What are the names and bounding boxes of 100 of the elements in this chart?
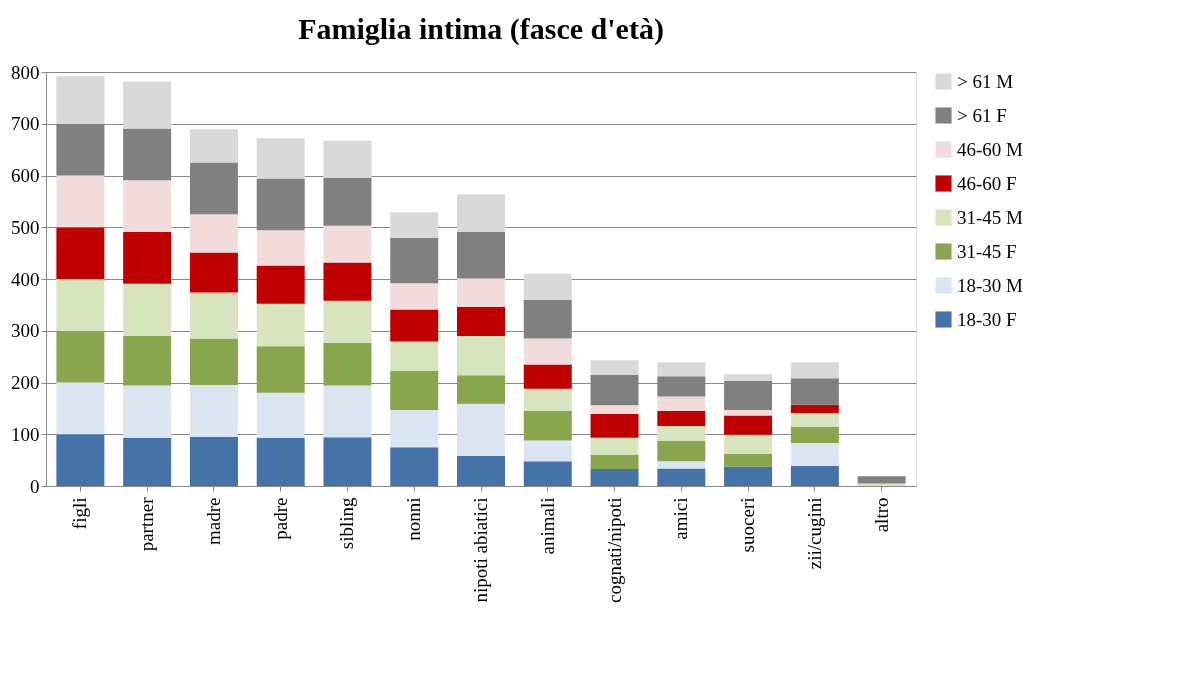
bar xyxy=(590,405,639,415)
bar xyxy=(256,138,305,179)
bar xyxy=(323,385,372,438)
legend-label: 31-45 F xyxy=(957,240,1017,262)
bar xyxy=(189,128,238,163)
legend-label: 18-30 M xyxy=(957,274,1024,296)
bar xyxy=(457,375,505,404)
bar xyxy=(590,360,639,375)
bar xyxy=(590,468,639,486)
legend-label: > 61 M xyxy=(957,70,1014,92)
legend-label: > 61 F xyxy=(957,104,1007,126)
bar xyxy=(189,252,238,293)
legend-label: 46-60 F xyxy=(957,172,1017,194)
bar xyxy=(657,425,706,441)
bar xyxy=(724,409,773,416)
bar xyxy=(123,81,172,129)
bar xyxy=(457,231,505,279)
bar xyxy=(390,409,439,448)
bar xyxy=(657,461,706,469)
bar xyxy=(256,437,305,486)
bar xyxy=(390,212,439,239)
y-tick-label: 600 xyxy=(11,165,40,186)
bar xyxy=(189,214,238,253)
bar xyxy=(457,194,505,232)
bar xyxy=(523,273,572,300)
bar xyxy=(56,434,105,486)
bar xyxy=(390,309,439,342)
bar xyxy=(590,414,639,438)
bar xyxy=(189,338,238,386)
bar xyxy=(657,396,706,411)
bar xyxy=(256,392,305,438)
bar xyxy=(256,265,305,304)
bar xyxy=(790,427,839,444)
bar xyxy=(657,468,706,486)
bar xyxy=(790,465,839,486)
bar xyxy=(323,140,372,179)
bar xyxy=(123,180,172,232)
legend-label: 46-60 M xyxy=(957,138,1024,160)
x-tick-label: sibling xyxy=(336,497,358,550)
x-tick-label: nipoti abiatici xyxy=(470,497,491,603)
bar xyxy=(56,279,105,331)
y-tick-label: 0 xyxy=(30,475,40,497)
bar xyxy=(123,335,172,386)
bar xyxy=(56,227,105,279)
bar xyxy=(724,453,773,467)
bar xyxy=(323,342,372,386)
bar xyxy=(457,455,505,486)
bar xyxy=(390,341,439,372)
bar xyxy=(523,364,572,389)
bar xyxy=(56,76,105,124)
bar xyxy=(523,388,572,411)
bar xyxy=(724,434,773,454)
bar xyxy=(523,338,572,365)
x-tick-label: figli xyxy=(69,497,91,530)
bar xyxy=(390,371,439,410)
bar xyxy=(123,283,172,336)
bar xyxy=(390,283,439,310)
bar xyxy=(724,415,773,435)
bar xyxy=(523,440,572,462)
bar xyxy=(457,306,505,336)
x-tick-label: partner xyxy=(136,496,158,552)
y-tick-label: 400 xyxy=(11,268,40,290)
bar xyxy=(523,461,572,486)
bar xyxy=(323,225,372,263)
bar xyxy=(724,374,773,381)
bar xyxy=(390,447,439,486)
bar xyxy=(189,385,238,437)
x-tick-label: suoceri xyxy=(737,497,759,553)
x-tick-label: madre xyxy=(202,497,224,545)
bar xyxy=(657,362,706,377)
y-tick-label: 700 xyxy=(11,113,40,135)
bar xyxy=(457,403,505,456)
bar xyxy=(189,292,238,339)
bar xyxy=(56,175,105,228)
bar xyxy=(256,230,305,266)
legend-label: 18-30 F xyxy=(957,308,1017,330)
x-tick-label: nonni xyxy=(403,497,425,541)
bar xyxy=(323,178,372,226)
bar xyxy=(523,410,572,441)
bar xyxy=(790,413,839,428)
y-tick-label: 100 xyxy=(11,423,40,445)
bar xyxy=(123,437,172,486)
bar xyxy=(323,437,372,486)
y-tick-label: 300 xyxy=(11,320,40,342)
x-tick-label: amici xyxy=(670,497,692,540)
bar xyxy=(256,346,305,393)
x-tick-label: padre xyxy=(269,497,291,540)
x-tick-label: zii/cugini xyxy=(803,497,825,570)
bar xyxy=(657,440,706,462)
chart-title: Famiglia intima (fasce d'età) xyxy=(298,12,664,46)
bar xyxy=(790,443,839,466)
bar xyxy=(256,303,305,347)
bar xyxy=(590,454,639,469)
x-tick-label: animali xyxy=(536,497,558,555)
bar xyxy=(857,483,906,486)
bar xyxy=(56,382,105,435)
x-tick-label: altro xyxy=(870,497,892,533)
bar xyxy=(590,437,639,455)
bar xyxy=(189,436,238,486)
bar xyxy=(457,278,505,307)
